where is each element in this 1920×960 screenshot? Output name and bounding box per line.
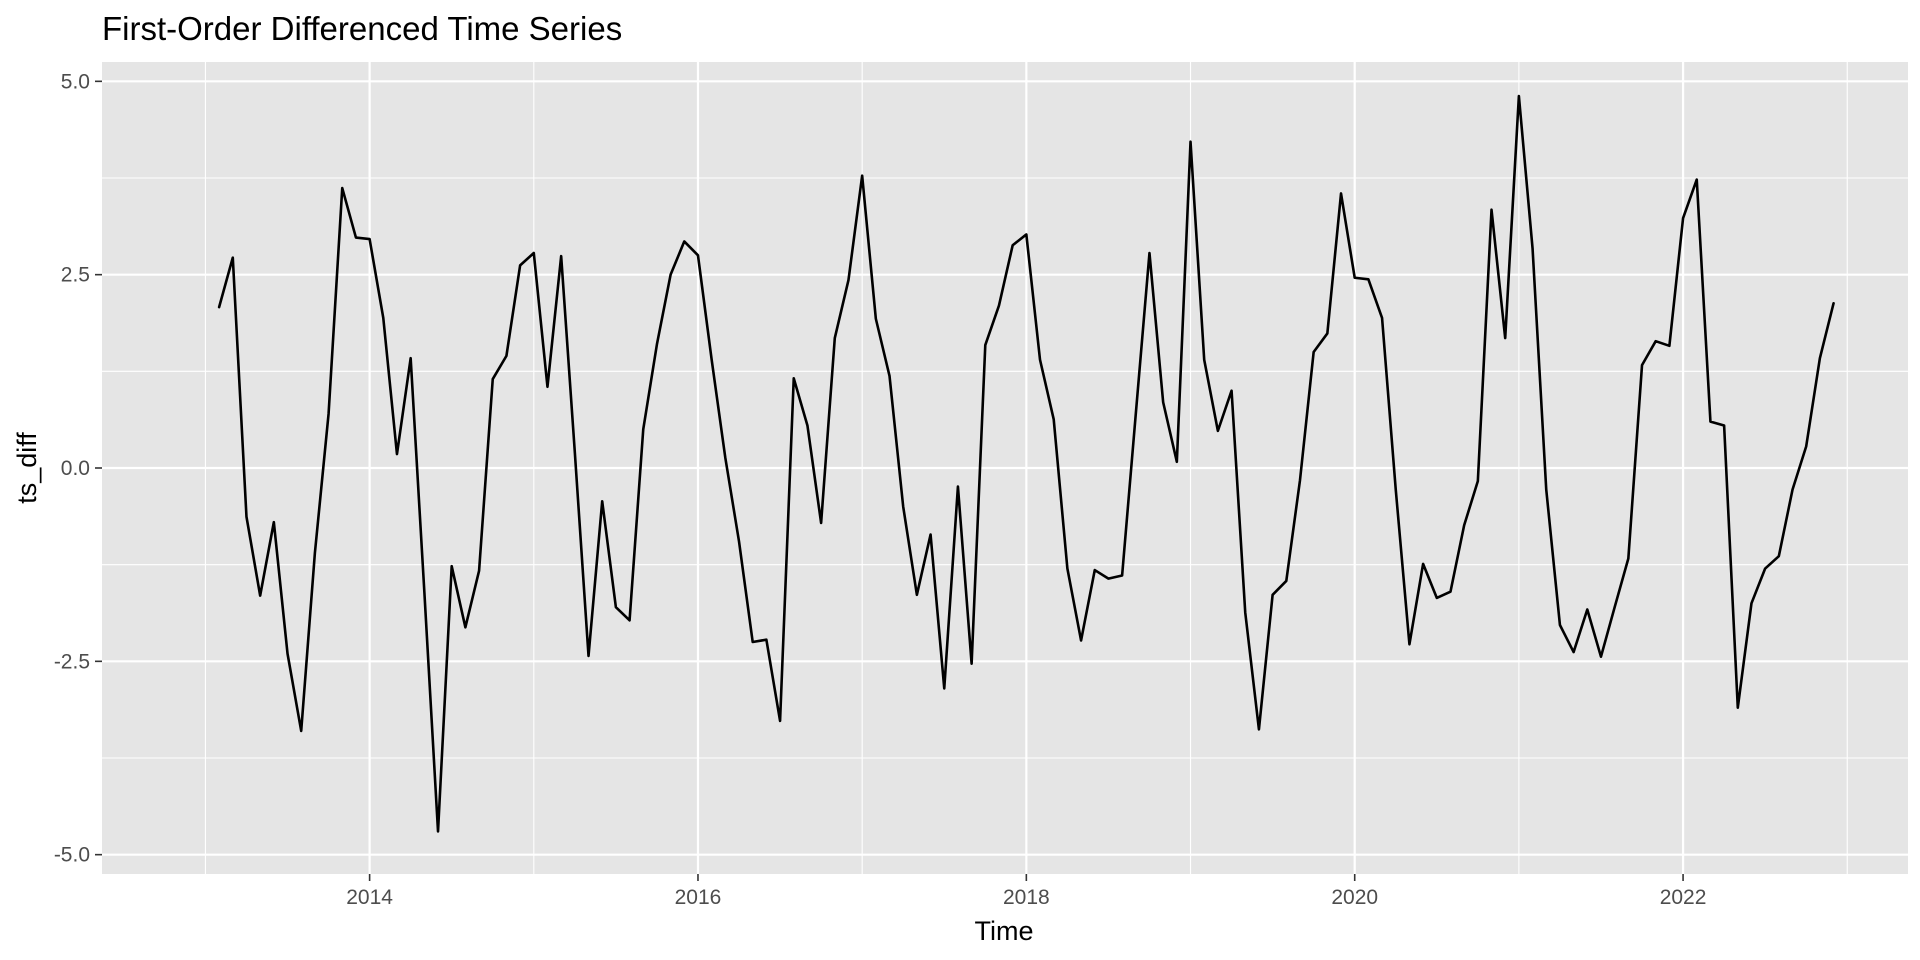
x-tick-label: 2018 [1003, 886, 1050, 909]
y-axis-title: ts_diff [12, 432, 42, 504]
y-tick-label: -2.5 [54, 650, 90, 673]
series-layer [217, 94, 1835, 833]
x-axis-title: Time [975, 916, 1034, 946]
x-tick-label: 2016 [675, 886, 722, 909]
axis-ticks [95, 80, 1684, 881]
x-tick-label: 2020 [1331, 886, 1378, 909]
x-tick-label: 2022 [1660, 886, 1707, 909]
axis-tick-labels: 2014 2016 2018 2020 2022 -5.0 -2.5 0.0 2.5 5.0 [54, 70, 1707, 909]
x-tick-label: 2014 [346, 886, 393, 909]
chart-title: First-Order Differenced Time Series [102, 10, 622, 47]
minor-gridlines [102, 62, 1908, 874]
y-tick-label: -5.0 [54, 844, 90, 867]
y-tick-label: 0.0 [61, 457, 90, 480]
series-line [217, 94, 1835, 833]
y-tick-label: 2.5 [61, 264, 90, 287]
y-tick-label: 5.0 [61, 70, 90, 93]
